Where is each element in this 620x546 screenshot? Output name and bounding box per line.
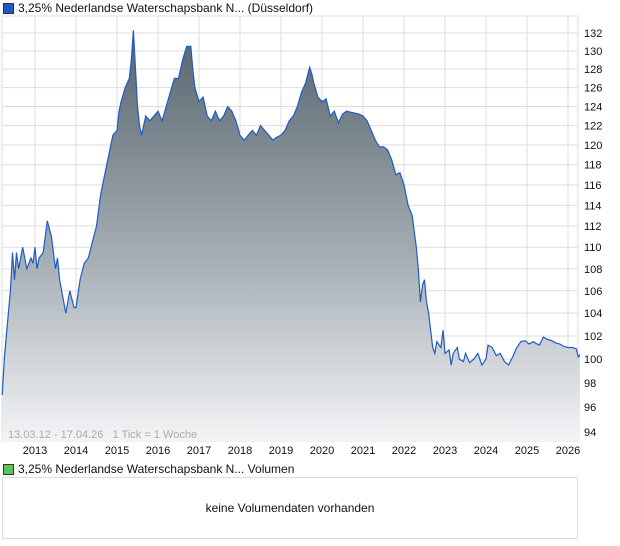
y-axis: 94 96 98 100 102 104 106 108 110 112 114 116 118 120 1… xyxy=(584,28,602,439)
x-tick-label: 2023 xyxy=(433,445,457,457)
y-tick-label: 118 xyxy=(584,160,602,172)
y-tick-label: 100 xyxy=(584,354,602,366)
y-tick-label: 122 xyxy=(584,121,602,133)
y-tick-label: 104 xyxy=(584,308,602,320)
y-tick-label: 98 xyxy=(584,378,596,390)
y-tick-label: 128 xyxy=(584,64,602,76)
x-tick-label: 2021 xyxy=(351,445,375,457)
volume-legend-label: 3,25% Nederlandse Waterschapsbank N... V… xyxy=(18,462,295,476)
x-tick-label: 2014 xyxy=(64,445,88,457)
x-axis: 2013 2014 2015 2016 2017 2018 2019 2020 2021 2022… xyxy=(23,445,580,457)
price-chart: 94 96 98 100 102 104 106 108 110 112 114 116 118 120 1… xyxy=(1,15,602,457)
y-tick-label: 124 xyxy=(584,101,602,113)
volume-legend-swatch xyxy=(3,463,14,475)
x-tick-label: 2017 xyxy=(187,445,211,457)
y-tick-label: 94 xyxy=(584,427,596,439)
y-tick-label: 108 xyxy=(584,264,602,276)
x-tick-label: 2018 xyxy=(228,445,252,457)
price-legend-label: 3,25% Nederlandse Waterschapsbank N... (… xyxy=(18,1,314,15)
volume-panel: keine Volumendaten vorhanden xyxy=(2,477,578,539)
x-tick-label: 2013 xyxy=(23,445,47,457)
y-tick-label: 132 xyxy=(584,28,602,40)
volume-empty-message: keine Volumendaten vorhanden xyxy=(205,501,375,515)
y-tick-label: 112 xyxy=(584,221,602,233)
price-area xyxy=(2,30,580,442)
y-tick-label: 106 xyxy=(584,286,602,298)
x-tick-label: 2026 xyxy=(556,445,580,457)
x-tick-label: 2020 xyxy=(310,445,334,457)
x-tick-label: 2019 xyxy=(269,445,293,457)
x-tick-label: 2015 xyxy=(105,445,129,457)
y-tick-label: 96 xyxy=(584,402,596,414)
y-tick-label: 116 xyxy=(584,180,602,192)
price-legend-swatch xyxy=(3,2,14,14)
price-legend: 3,25% Nederlandse Waterschapsbank N... (… xyxy=(3,1,313,15)
y-tick-label: 120 xyxy=(584,140,602,152)
y-tick-label: 130 xyxy=(584,46,602,58)
date-range-label: 13.03.12 - 17.04.26 1 Tick = 1 Woche xyxy=(8,429,197,441)
y-tick-label: 114 xyxy=(584,200,602,212)
y-tick-label: 110 xyxy=(584,242,602,254)
volume-legend: 3,25% Nederlandse Waterschapsbank N... V… xyxy=(3,462,294,476)
x-tick-label: 2016 xyxy=(146,445,170,457)
x-tick-label: 2022 xyxy=(392,445,416,457)
x-tick-label: 2024 xyxy=(474,445,498,457)
x-tick-label: 2025 xyxy=(515,445,539,457)
y-tick-label: 102 xyxy=(584,331,602,343)
y-tick-label: 126 xyxy=(584,83,602,95)
price-line xyxy=(1,30,581,396)
